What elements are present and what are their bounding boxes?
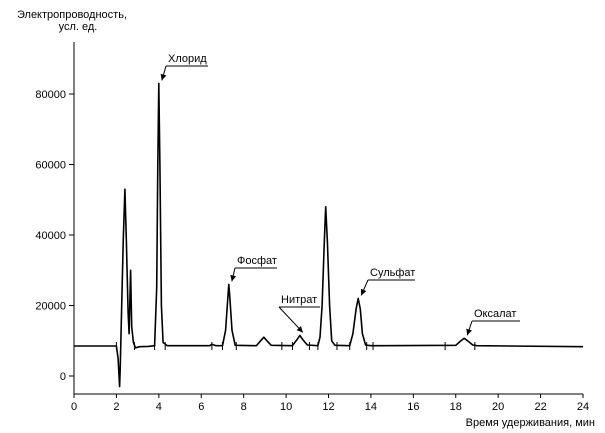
y-tick-label: 60000 [35, 160, 66, 172]
annotation-arrowhead [296, 326, 303, 333]
x-tick-label: 18 [450, 401, 462, 413]
x-tick-label: 20 [492, 401, 504, 413]
y-tick-label: 40000 [35, 230, 66, 242]
x-tick-label: 22 [534, 401, 546, 413]
y-axis-title: Электропроводность, усл. ед. [17, 9, 127, 33]
baseline-ticks [115, 342, 476, 351]
x-tick-label: 4 [156, 401, 162, 413]
x-tick-label: 12 [322, 401, 334, 413]
x-tick-label: 24 [577, 401, 589, 413]
x-tick-label: 8 [241, 401, 247, 413]
x-tick-label: 14 [365, 401, 377, 413]
annotation: Фосфат [230, 255, 277, 282]
annotation-arrowhead [466, 328, 472, 336]
x-tick-label: 0 [71, 401, 77, 413]
y-axis-title-line-2: усл. ед. [59, 21, 98, 33]
y-axis-title-line-1: Электропроводность, [17, 9, 127, 21]
annotation-label: Фосфат [237, 255, 277, 267]
annotation: Хлорид [160, 53, 208, 81]
annotation-label: Хлорид [168, 53, 207, 65]
x-tick-label: 6 [198, 401, 204, 413]
annotation-label: Нитрат [281, 294, 317, 306]
chromatogram-line [74, 82, 584, 388]
y-tick-label: 20000 [35, 301, 66, 313]
x-axis-title: Время удерживания, мин [466, 417, 595, 429]
y-tick-label: 80000 [35, 89, 66, 101]
peak-annotations: Хлорид Фосфат Нитрат Сульфат Оксалат [160, 53, 520, 336]
annotation-arrowhead [160, 73, 167, 81]
annotation: Нитрат [278, 294, 320, 333]
y-tick-label: 0 [60, 371, 66, 383]
x-tick-label: 10 [280, 401, 292, 413]
y-ticks: 0 20000 40000 60000 80000 [35, 89, 74, 383]
annotation: Оксалат [466, 308, 520, 336]
x-ticks: 0 2 4 6 8 10 12 14 16 18 20 22 24 [71, 394, 589, 413]
annotation-label: Оксалат [474, 308, 516, 320]
x-tick-label: 16 [407, 401, 419, 413]
annotation: Сульфат [360, 267, 415, 296]
annotation-arrowhead [360, 288, 367, 296]
annotation-arrowhead [230, 274, 237, 282]
annotation-label: Сульфат [370, 267, 415, 279]
x-tick-label: 2 [113, 401, 119, 413]
